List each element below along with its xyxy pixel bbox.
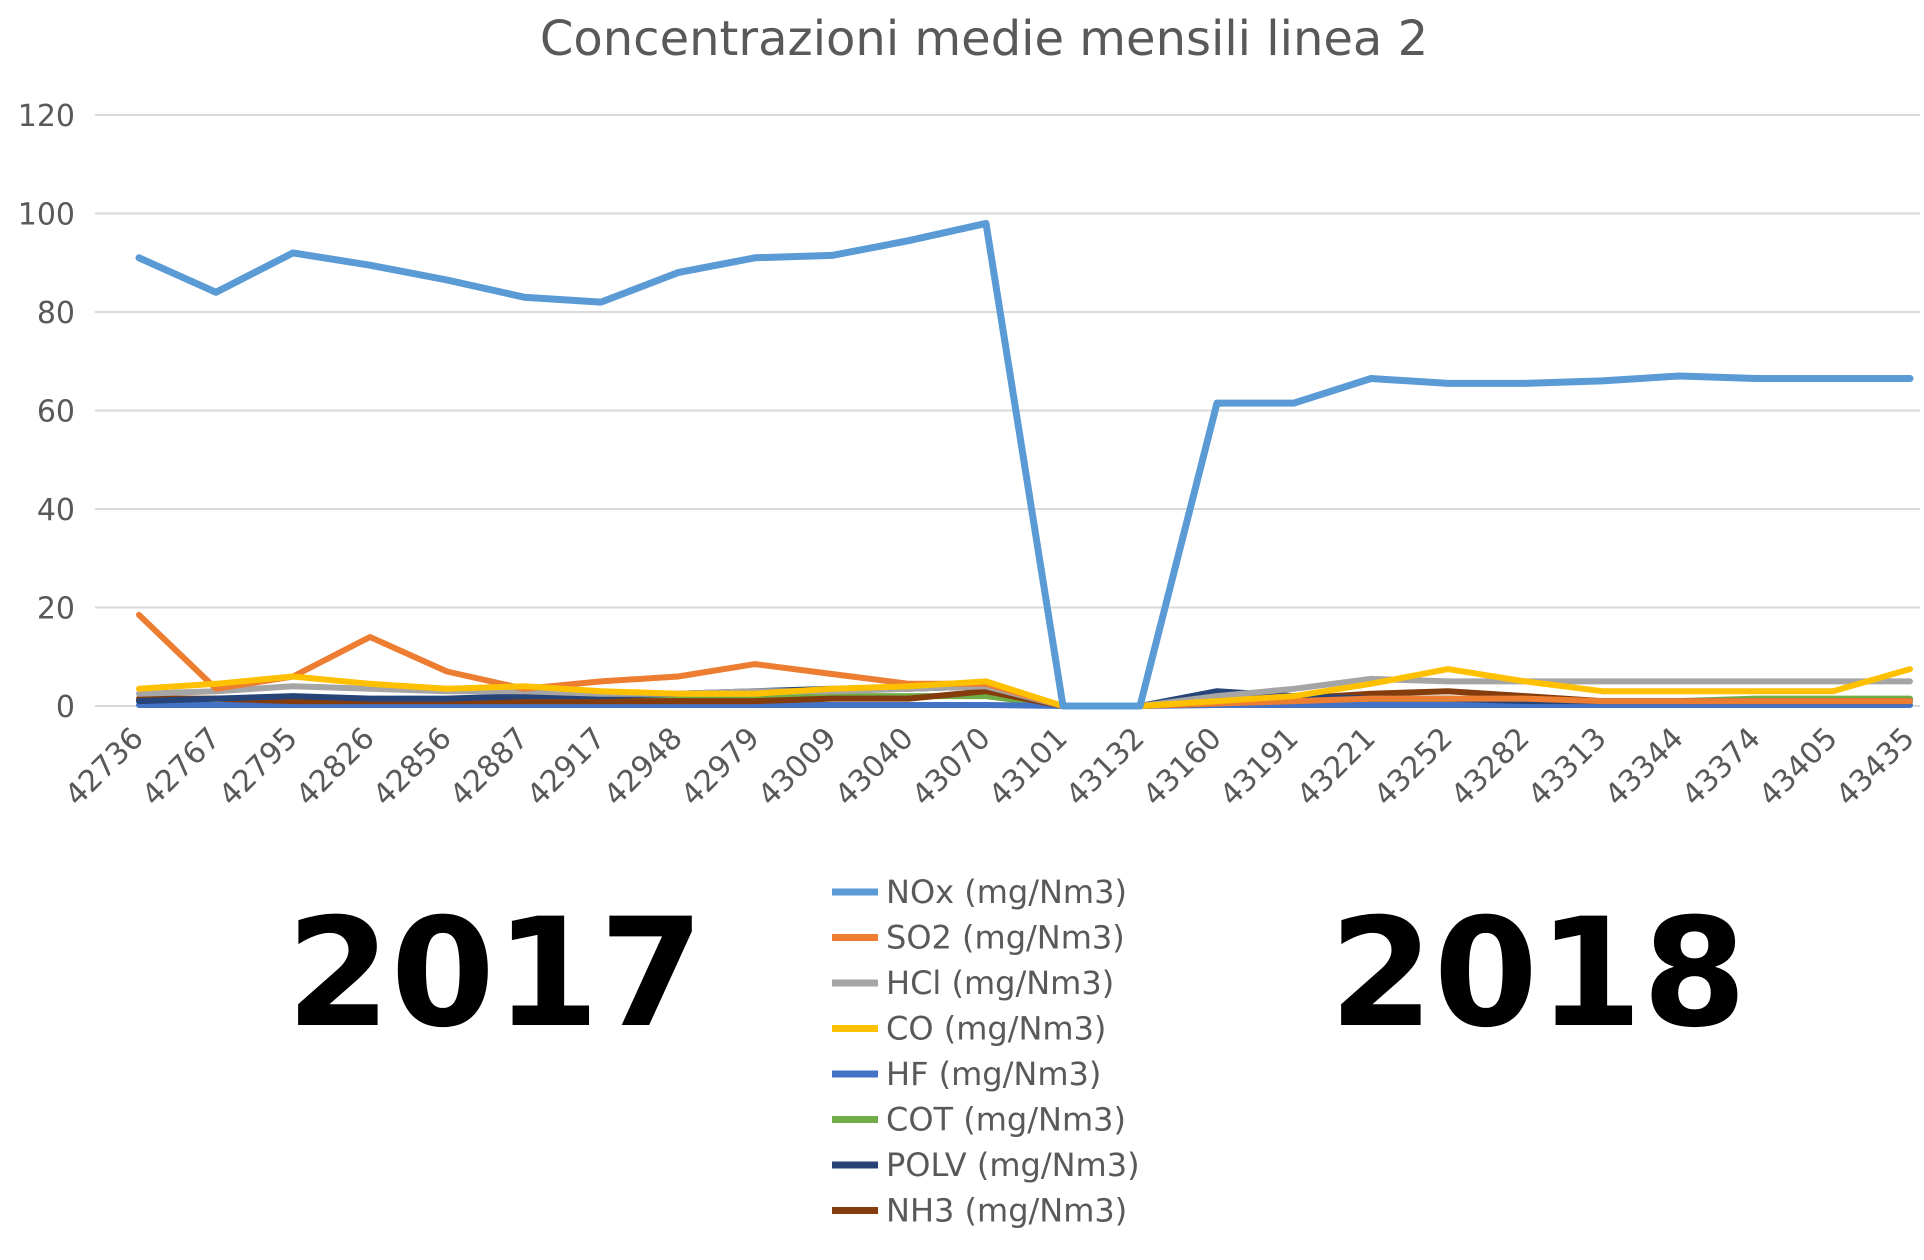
series-lines bbox=[135, 219, 1914, 710]
x-tick-label: 42979 bbox=[674, 721, 766, 813]
y-tick-label: 40 bbox=[37, 493, 75, 528]
year-annotation-2017: 2017 bbox=[286, 887, 703, 1061]
x-tick-label: 42795 bbox=[212, 721, 304, 813]
y-tick-label: 120 bbox=[18, 99, 75, 134]
y-tick-label: 80 bbox=[37, 296, 75, 331]
x-tick-label: 42887 bbox=[443, 721, 535, 813]
legend-label: HF (mg/Nm3) bbox=[886, 1055, 1101, 1093]
chart-title: Concentrazioni medie mensili linea 2 bbox=[540, 11, 1428, 67]
x-tick-label: 43313 bbox=[1521, 721, 1613, 813]
x-tick-label: 43101 bbox=[982, 721, 1074, 813]
x-tick-label: 43282 bbox=[1444, 721, 1536, 813]
legend-label: CO (mg/Nm3) bbox=[886, 1010, 1106, 1048]
x-tick-label: 42948 bbox=[597, 721, 689, 813]
x-axis-ticks: 4273642767427954282642856428874291742948… bbox=[58, 721, 1921, 813]
y-tick-label: 60 bbox=[37, 395, 75, 430]
x-tick-label: 43160 bbox=[1136, 721, 1228, 813]
x-tick-label: 42917 bbox=[520, 721, 612, 813]
y-axis-ticks: 0 20 40 60 80 100 120 bbox=[18, 99, 75, 725]
legend-label: NH3 (mg/Nm3) bbox=[886, 1192, 1127, 1230]
y-tick-label: 20 bbox=[37, 592, 75, 627]
x-tick-label: 43040 bbox=[828, 721, 920, 813]
x-tick-label: 43374 bbox=[1675, 721, 1767, 813]
x-tick-label: 43252 bbox=[1367, 721, 1459, 813]
gridlines bbox=[95, 114, 1920, 707]
series-line-1 bbox=[135, 219, 1914, 710]
series-line-5 bbox=[136, 702, 1913, 709]
x-tick-label: 43191 bbox=[1213, 721, 1305, 813]
x-tick-label: 43344 bbox=[1598, 721, 1690, 813]
legend-label: COT (mg/Nm3) bbox=[886, 1101, 1126, 1139]
legend-label: SO2 (mg/Nm3) bbox=[886, 919, 1125, 957]
x-tick-label: 42767 bbox=[135, 721, 227, 813]
x-tick-label: 43435 bbox=[1829, 721, 1921, 813]
y-tick-label: 0 bbox=[56, 690, 75, 725]
x-tick-label: 43132 bbox=[1059, 721, 1151, 813]
x-tick-label: 43221 bbox=[1290, 721, 1382, 813]
legend-label: POLV (mg/Nm3) bbox=[886, 1146, 1140, 1184]
x-tick-label: 42736 bbox=[58, 721, 150, 813]
series-line-4 bbox=[136, 666, 1913, 709]
legend-label: HCl (mg/Nm3) bbox=[886, 964, 1114, 1002]
x-tick-label: 43405 bbox=[1752, 721, 1844, 813]
x-tick-label: 42826 bbox=[289, 721, 381, 813]
legend: NOx (mg/Nm3) SO2 (mg/Nm3) HCl (mg/Nm3) CO (… bbox=[832, 873, 1140, 1230]
y-tick-label: 100 bbox=[18, 198, 75, 233]
x-tick-label: 43070 bbox=[905, 721, 997, 813]
year-annotation-2018: 2018 bbox=[1329, 887, 1746, 1061]
x-tick-label: 43009 bbox=[751, 721, 843, 813]
legend-label: NOx (mg/Nm3) bbox=[886, 873, 1127, 911]
x-tick-label: 42856 bbox=[366, 721, 458, 813]
